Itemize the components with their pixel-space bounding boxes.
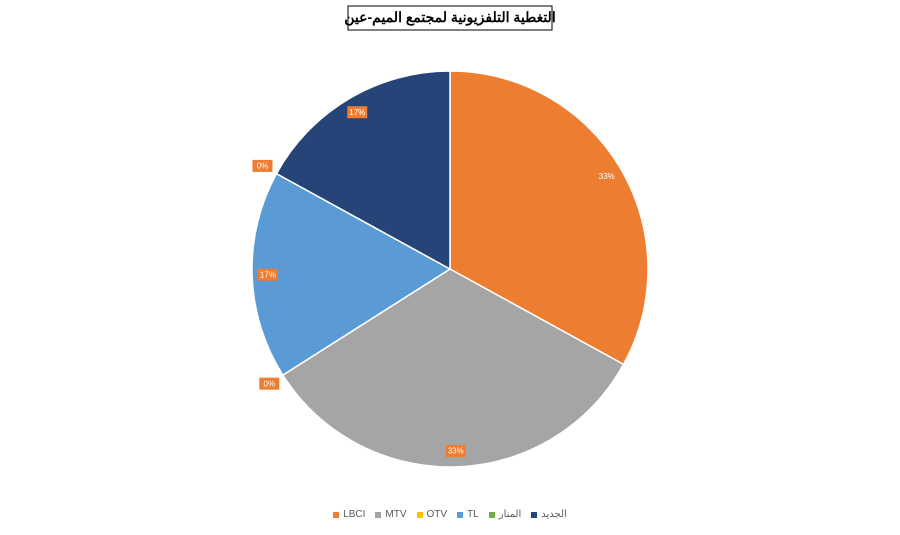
legend-swatch [375, 511, 382, 518]
chart-title: التغطية التلفزيونية لمجتمع الميم-عين [344, 9, 555, 26]
data-label-box [347, 106, 368, 119]
legend-item: MTV [375, 509, 407, 520]
legend-label: TL [467, 509, 479, 520]
data-label-text: 17% [260, 270, 276, 279]
data-label-box [596, 170, 617, 183]
data-label-text: 0% [257, 162, 269, 171]
data-label-box [252, 159, 273, 172]
legend-swatch [457, 511, 464, 518]
data-label-text: 17% [349, 108, 365, 117]
legend-swatch [416, 511, 423, 518]
legend-swatch [531, 511, 538, 518]
title-box [347, 5, 553, 31]
legend-swatch [488, 511, 495, 518]
legend: LBCI MTV OTV TL المنار الجديد [0, 509, 900, 520]
legend-label: LBCI [343, 509, 366, 520]
data-label: 17% [257, 268, 278, 281]
pie-slice [449, 70, 649, 366]
data-label: 0% [252, 159, 273, 172]
legend-label: OTV [426, 509, 448, 520]
legend-label: الجديد [541, 509, 567, 520]
data-label-text: 33% [599, 172, 615, 181]
data-label-box [445, 445, 466, 458]
legend-label: MTV [385, 509, 407, 520]
legend-label: المنار [498, 509, 522, 520]
pie-slice [251, 172, 452, 377]
data-label-box [259, 377, 280, 390]
legend-item: الجديد [531, 509, 567, 520]
data-label: 33% [445, 445, 466, 458]
data-label: 17% [347, 106, 368, 119]
pie-slice [281, 268, 625, 468]
legend-item: المنار [488, 509, 522, 520]
legend-item: LBCI [333, 509, 365, 520]
legend-swatch [333, 511, 340, 518]
pie-slice [275, 70, 451, 271]
data-label-box [257, 268, 278, 281]
data-label-text: 0% [264, 379, 276, 388]
data-label: 0% [259, 377, 280, 390]
data-label-text: 33% [448, 447, 464, 456]
data-label: 33% [596, 170, 617, 183]
legend-item: OTV [416, 509, 448, 520]
legend-item: TL [457, 509, 479, 520]
